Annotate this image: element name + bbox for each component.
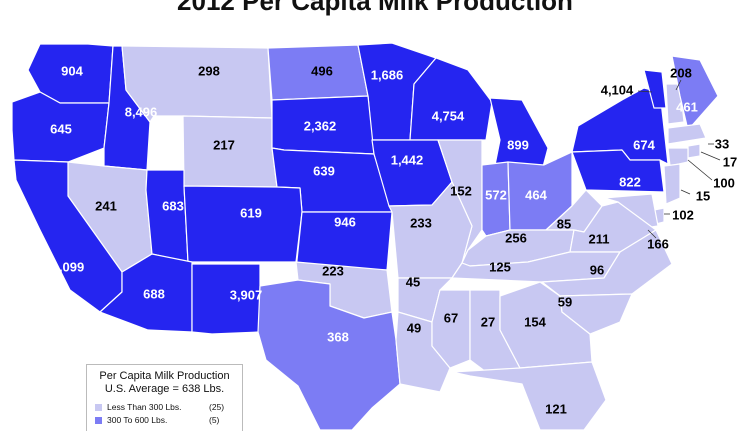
leader-line-md	[647, 229, 657, 239]
value-label-nm: 3,907	[230, 287, 263, 302]
leader-line-nh	[675, 79, 682, 91]
value-label-ms: 67	[444, 310, 458, 325]
value-label-mo: 233	[410, 215, 432, 230]
value-label-nh: 208	[670, 65, 692, 80]
state-ct	[667, 147, 689, 167]
value-label-sc: 59	[558, 294, 572, 309]
value-label-wy: 217	[213, 137, 235, 152]
map-title: 2012 Per Capita Milk Production	[177, 0, 573, 16]
value-label-ok: 223	[322, 263, 344, 278]
value-label-wi: 4,754	[432, 108, 465, 123]
value-label-ri: 17	[723, 154, 737, 169]
value-label-nj: 15	[696, 188, 710, 203]
value-label-mt: 298	[198, 63, 220, 78]
state-me	[671, 55, 719, 131]
value-label-tn: 125	[489, 259, 511, 274]
legend-count-low: (25)	[209, 402, 225, 412]
value-label-ar: 45	[406, 274, 420, 289]
map-legend: Per Capita Milk Production U.S. Average …	[86, 364, 243, 431]
state-nm	[191, 263, 261, 335]
value-label-nc: 96	[590, 262, 604, 277]
value-label-il: 152	[450, 183, 472, 198]
leader-line-nj	[680, 189, 691, 195]
state-az	[99, 253, 193, 333]
value-label-pa: 822	[619, 174, 641, 189]
value-label-ks: 946	[334, 214, 356, 229]
value-label-sd: 2,362	[304, 118, 337, 133]
value-label-oh: 464	[525, 187, 547, 202]
value-label-ct: 100	[713, 175, 735, 190]
value-label-nv: 241	[95, 198, 117, 213]
value-label-fl: 121	[545, 401, 567, 416]
legend-label-mid: 300 To 600 Lbs.	[107, 415, 168, 425]
legend-swatch-low	[95, 403, 102, 411]
legend-count-mid: (5)	[209, 415, 220, 425]
value-label-or: 645	[50, 121, 72, 136]
value-label-tx: 368	[327, 329, 349, 344]
value-label-mi: 899	[507, 137, 529, 152]
value-label-ky: 256	[505, 230, 527, 245]
value-label-al: 27	[481, 314, 495, 329]
value-label-id: 8,496	[125, 104, 158, 119]
state-ri	[687, 143, 701, 159]
state-co	[183, 185, 303, 263]
value-label-nd: 496	[311, 63, 333, 78]
leader-line-vt	[637, 90, 653, 93]
value-label-co: 619	[240, 205, 262, 220]
state-fl	[451, 361, 607, 430]
legend-label-low: Less Than 300 Lbs.	[107, 402, 182, 412]
value-label-ca: 1,099	[52, 259, 85, 274]
value-label-ut: 683	[162, 198, 184, 213]
leader-line-ct	[687, 159, 713, 181]
value-label-ne: 639	[313, 163, 335, 178]
value-label-in: 572	[485, 187, 507, 202]
legend-item-low: Less Than 300 Lbs. (25)	[95, 402, 242, 412]
state-vt	[643, 69, 667, 109]
value-label-wv: 85	[557, 216, 571, 231]
value-label-me: 461	[676, 99, 698, 114]
state-nj	[663, 163, 681, 205]
state-ma	[667, 123, 707, 145]
value-label-az: 688	[143, 286, 165, 301]
value-label-wa: 904	[61, 63, 83, 78]
state-ut	[145, 169, 189, 263]
value-label-md: 166	[647, 236, 669, 251]
leader-line-ri	[700, 151, 721, 161]
value-label-de: 102	[672, 207, 694, 222]
value-label-ia: 1,442	[391, 152, 424, 167]
state-sc	[559, 293, 633, 335]
legend-item-mid: 300 To 600 Lbs. (5)	[95, 415, 242, 425]
value-label-va: 211	[589, 231, 610, 246]
legend-title: Per Capita Milk Production	[99, 370, 230, 382]
value-label-vt: 4,104	[601, 82, 634, 97]
legend-subtitle: U.S. Average = 638 Lbs.	[104, 383, 225, 395]
value-label-mn: 1,686	[371, 67, 404, 82]
value-label-ma: 33	[715, 136, 729, 151]
value-label-ny: 674	[633, 137, 655, 152]
legend-swatch-mid	[95, 416, 102, 424]
value-label-la: 49	[407, 320, 421, 335]
value-label-ga: 154	[524, 314, 546, 329]
